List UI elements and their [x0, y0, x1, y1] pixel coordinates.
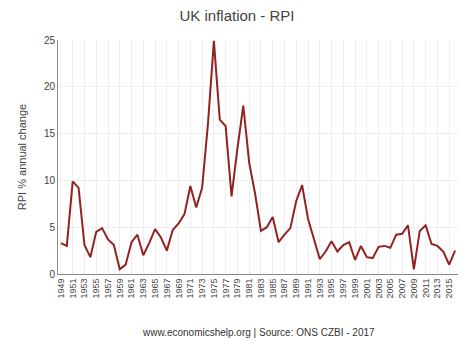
svg-text:www.economicshelp.org | Source: www.economicshelp.org | Source: ONS CZBI… [142, 327, 375, 338]
svg-text:1981: 1981 [244, 279, 254, 299]
svg-text:1959: 1959 [115, 279, 125, 299]
svg-text:1987: 1987 [279, 279, 289, 299]
svg-text:1973: 1973 [197, 279, 207, 299]
svg-text:0: 0 [49, 269, 55, 280]
svg-text:1999: 1999 [350, 279, 360, 299]
svg-text:1997: 1997 [338, 279, 348, 299]
svg-text:2015: 2015 [444, 279, 454, 299]
svg-text:20: 20 [44, 81, 56, 92]
svg-text:1985: 1985 [268, 279, 278, 299]
svg-text:1957: 1957 [103, 279, 113, 299]
svg-text:1989: 1989 [291, 279, 301, 299]
svg-text:1953: 1953 [79, 279, 89, 299]
svg-text:1969: 1969 [174, 279, 184, 299]
svg-text:RPI % annual change: RPI % annual change [16, 104, 28, 210]
svg-text:1991: 1991 [303, 279, 313, 299]
svg-text:1965: 1965 [150, 279, 160, 299]
svg-text:2001: 2001 [362, 279, 372, 299]
svg-text:1949: 1949 [56, 279, 66, 299]
svg-text:1951: 1951 [68, 279, 78, 299]
svg-text:15: 15 [44, 128, 56, 139]
svg-text:5: 5 [49, 222, 55, 233]
svg-text:2005: 2005 [385, 279, 395, 299]
svg-text:10: 10 [44, 175, 56, 186]
svg-text:2013: 2013 [432, 279, 442, 299]
svg-text:2007: 2007 [397, 279, 407, 299]
svg-text:1995: 1995 [326, 279, 336, 299]
svg-text:1983: 1983 [256, 279, 266, 299]
svg-text:1963: 1963 [138, 279, 148, 299]
svg-text:1955: 1955 [91, 279, 101, 299]
svg-text:1967: 1967 [162, 279, 172, 299]
svg-text:UK inflation - RPI: UK inflation - RPI [179, 7, 294, 24]
svg-text:1993: 1993 [315, 279, 325, 299]
svg-text:1971: 1971 [185, 279, 195, 299]
svg-text:1961: 1961 [126, 279, 136, 299]
svg-text:2011: 2011 [421, 279, 431, 298]
svg-text:1977: 1977 [221, 279, 231, 299]
svg-text:1979: 1979 [232, 279, 242, 299]
svg-text:2003: 2003 [374, 279, 384, 299]
svg-text:2009: 2009 [409, 279, 419, 299]
svg-text:1975: 1975 [209, 279, 219, 299]
svg-text:25: 25 [44, 35, 56, 46]
